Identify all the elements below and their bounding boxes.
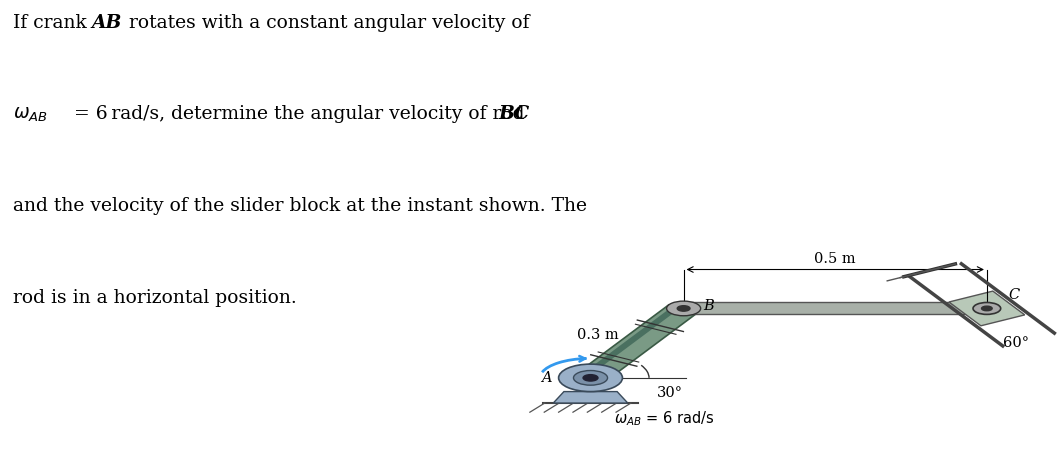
Text: rotates with a constant angular velocity of: rotates with a constant angular velocity… [123,14,530,32]
Text: BC: BC [498,105,529,123]
Text: AB: AB [92,14,122,32]
Circle shape [981,306,992,311]
Text: If crank: If crank [13,14,93,32]
Text: = 6 rad/s, determine the angular velocity of rod: = 6 rad/s, determine the angular velocit… [68,105,531,123]
Text: $\omega_{AB}$: $\omega_{AB}$ [13,105,48,124]
Text: A: A [542,371,552,385]
Polygon shape [684,302,987,314]
Polygon shape [580,306,681,377]
Polygon shape [949,291,1025,326]
Circle shape [559,364,622,392]
Text: 0.5 m: 0.5 m [814,252,857,266]
Circle shape [573,371,608,385]
Text: rod is in a horizontal position.: rod is in a horizontal position. [13,289,297,306]
Text: 60°: 60° [1002,336,1029,350]
Text: and the velocity of the slider block at the instant shown. The: and the velocity of the slider block at … [13,197,586,215]
Text: 0.3 m: 0.3 m [577,328,618,342]
Circle shape [972,302,1000,314]
Circle shape [666,301,701,316]
Polygon shape [553,392,628,403]
Circle shape [583,375,598,381]
Text: B: B [702,299,714,313]
Polygon shape [576,305,698,382]
Text: 30°: 30° [656,386,682,400]
Text: C: C [1008,288,1019,301]
Circle shape [678,305,691,311]
Text: $\omega_{AB}$ = 6 rad/s: $\omega_{AB}$ = 6 rad/s [614,409,714,428]
